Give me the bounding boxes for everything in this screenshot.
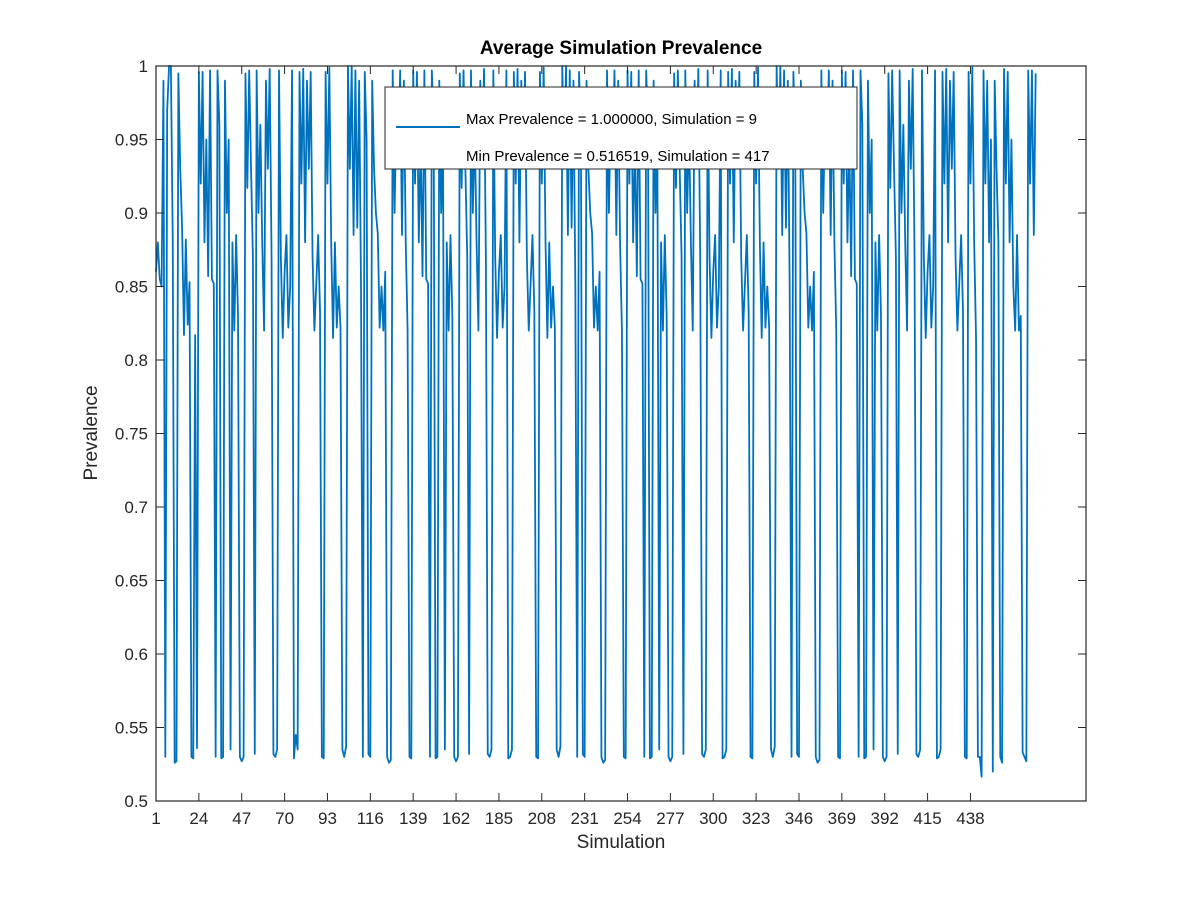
x-tick-label: 323	[742, 809, 770, 828]
y-tick-label: 0.6	[124, 645, 148, 664]
x-tick-label: 300	[699, 809, 727, 828]
axes-box	[155, 65, 1087, 802]
y-tick-label: 0.55	[115, 719, 148, 738]
legend-entry-max: Max Prevalence = 1.000000, Simulation = …	[466, 111, 757, 128]
x-tick-label: 47	[232, 809, 251, 828]
y-axis-label: Prevalence	[81, 385, 102, 480]
x-tick-label: 369	[828, 809, 856, 828]
x-tick-label: 139	[399, 809, 427, 828]
x-tick-labels: 1 24 47 70 93 116 139 162 185 208 231 254 277 300 323 3…	[151, 809, 984, 828]
y-tick-label: 0.85	[115, 278, 148, 297]
y-tick-label: 0.9	[124, 204, 148, 223]
series-line-0	[155, 65, 1037, 778]
chart-title: Average Simulation Prevalence	[480, 38, 762, 59]
legend-entry-min: Min Prevalence = 0.516519, Simulation = …	[466, 148, 770, 165]
x-tick-label: 346	[785, 809, 813, 828]
x-tick-label: 24	[189, 809, 208, 828]
x-tick-label: 254	[613, 809, 641, 828]
x-tick-label: 208	[528, 809, 556, 828]
x-tick-label: 116	[357, 809, 384, 828]
y-tick-label: 0.95	[115, 131, 148, 150]
x-tick-label: 1	[151, 809, 160, 828]
y-tick-label: 1	[139, 57, 148, 76]
y-tick-label: 0.65	[115, 572, 148, 591]
x-tick-label: 392	[871, 809, 899, 828]
x-tick-label: 231	[570, 809, 598, 828]
y-tick-label: 0.7	[124, 498, 148, 517]
y-tick-label: 0.8	[124, 351, 148, 370]
x-tick-label: 185	[485, 809, 513, 828]
x-axis-label: Simulation	[577, 832, 666, 853]
x-tick-label: 438	[956, 809, 984, 828]
x-tick-label: 162	[442, 809, 470, 828]
tick-marks	[155, 65, 1086, 802]
legend-box	[384, 86, 858, 170]
y-tick-label: 0.5	[124, 792, 148, 811]
x-tick-label: 93	[318, 809, 337, 828]
x-tick-label: 70	[275, 809, 294, 828]
y-tick-labels: 0.5 0.55 0.6 0.65 0.7 0.75 0.8 0.85 0.9 0.95 1	[115, 57, 148, 811]
x-tick-label: 415	[913, 809, 941, 828]
x-tick-label: 277	[656, 809, 684, 828]
legend: Max Prevalence = 1.000000, Simulation = …	[384, 86, 858, 170]
series-layer	[155, 65, 1037, 778]
y-tick-label: 0.75	[115, 425, 148, 444]
